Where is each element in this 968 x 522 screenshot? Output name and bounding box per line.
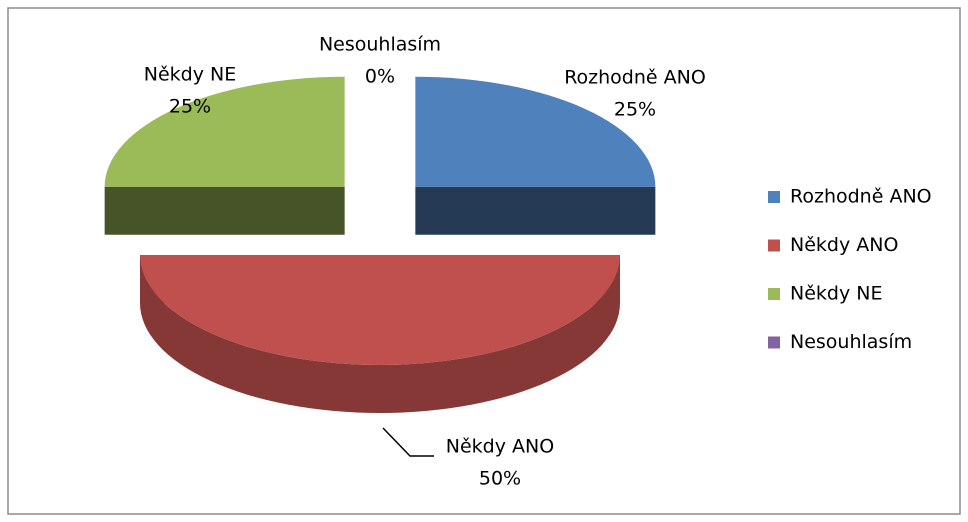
slice-cut-face [415, 186, 656, 235]
data-label: 25% [169, 96, 211, 118]
legend-swatch [768, 239, 780, 252]
legend-label: Někdy ANO [790, 234, 898, 256]
data-label-category: Rozhodně ANO [564, 67, 706, 89]
legend-swatch [768, 336, 780, 349]
data-label-category: Někdy ANO [446, 436, 554, 458]
slice [415, 76, 656, 187]
legend-label: Rozhodně ANO [790, 186, 932, 208]
data-label: 0% [365, 66, 395, 88]
legend-swatch [768, 288, 780, 300]
leader-line [382, 427, 434, 457]
slice [104, 76, 345, 187]
data-label: 50% [479, 468, 521, 490]
slice-cut-face [104, 186, 345, 235]
slice [140, 255, 620, 365]
data-label-category: Někdy NE [144, 64, 236, 86]
legend-label: Nesouhlasím [790, 331, 912, 353]
legend-label: Někdy NE [790, 283, 882, 305]
data-label: 25% [614, 99, 656, 121]
slice-side [140, 255, 620, 413]
legend-swatch [768, 191, 780, 203]
data-label-category: Nesouhlasím [319, 34, 441, 56]
